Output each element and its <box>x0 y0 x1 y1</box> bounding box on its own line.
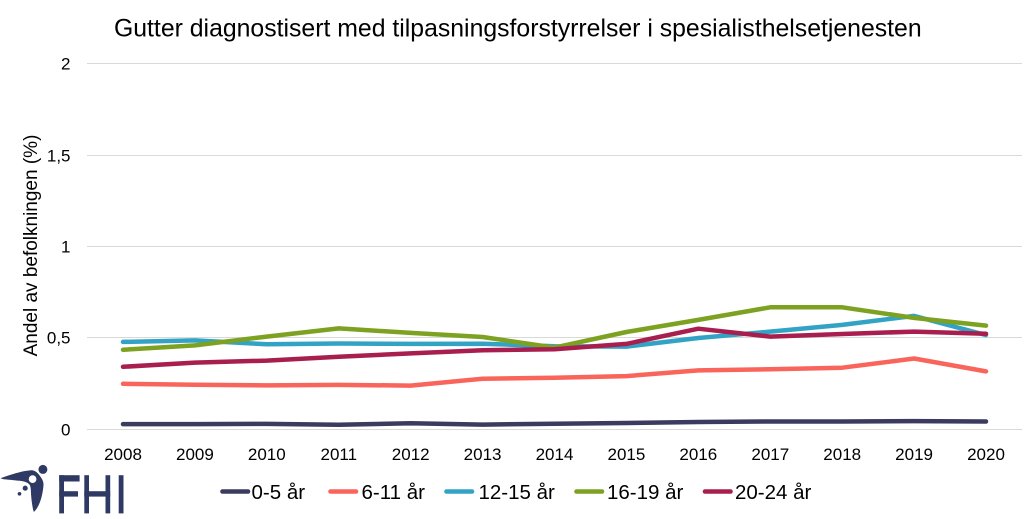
svg-text:6-11 år: 6-11 år <box>362 481 426 504</box>
svg-text:2015: 2015 <box>607 445 645 464</box>
svg-text:0,5: 0,5 <box>47 329 71 348</box>
svg-text:0: 0 <box>61 421 70 440</box>
svg-text:2020: 2020 <box>967 445 1005 464</box>
svg-text:16-19 år: 16-19 år <box>607 481 684 504</box>
svg-text:2014: 2014 <box>536 445 574 464</box>
svg-text:2016: 2016 <box>679 445 717 464</box>
svg-text:1,5: 1,5 <box>47 147 71 166</box>
svg-text:2011: 2011 <box>321 445 358 464</box>
svg-text:2019: 2019 <box>895 445 933 464</box>
svg-text:2008: 2008 <box>104 445 142 464</box>
svg-text:2: 2 <box>61 55 70 74</box>
svg-text:12-15 år: 12-15 år <box>479 481 556 504</box>
svg-text:2017: 2017 <box>751 445 789 464</box>
svg-text:Andel av befolkningen (%): Andel av befolkningen (%) <box>21 135 42 357</box>
svg-text:2010: 2010 <box>248 445 286 464</box>
svg-text:1: 1 <box>61 238 70 257</box>
svg-text:2018: 2018 <box>823 445 861 464</box>
svg-text:2009: 2009 <box>176 445 214 464</box>
svg-text:Gutter diagnostisert med tilpa: Gutter diagnostisert med tilpasningsfors… <box>114 16 922 43</box>
svg-text:0-5 år: 0-5 år <box>252 481 306 504</box>
svg-text:2013: 2013 <box>464 445 502 464</box>
svg-text:20-24 år: 20-24 år <box>735 481 812 504</box>
svg-text:2012: 2012 <box>392 445 430 464</box>
